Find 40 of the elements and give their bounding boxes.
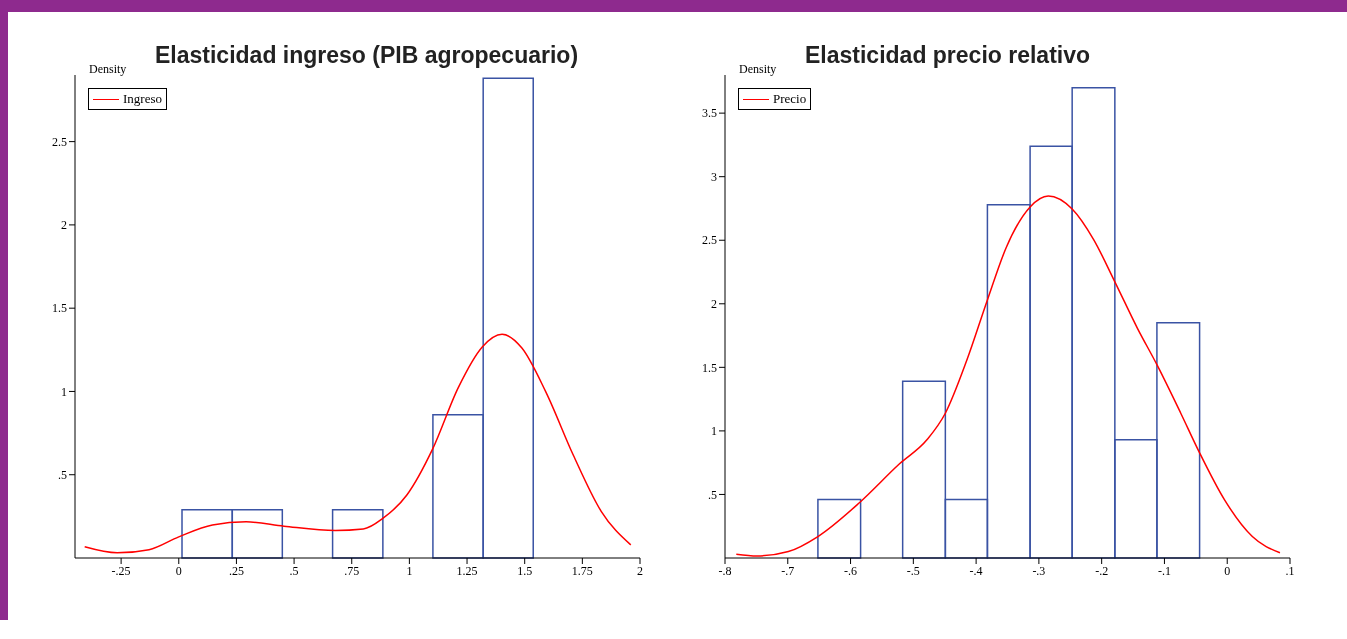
- chart-title: Elasticidad ingreso (PIB agropecuario): [155, 42, 579, 69]
- x-tick-label: -.6: [844, 563, 858, 578]
- y-tick-label: .5: [708, 487, 717, 502]
- x-tick-label: 0: [1224, 563, 1231, 578]
- x-tick-label: -.1: [1157, 563, 1171, 578]
- y-tick-label: 1.5: [702, 360, 717, 375]
- legend-label: Precio: [773, 91, 807, 107]
- x-tick-label: -.2: [1095, 563, 1109, 578]
- x-tick-label: -.8: [718, 563, 732, 578]
- line-series: [83, 333, 632, 554]
- x-tick-label: -.7: [781, 563, 795, 578]
- legend-label: Ingreso: [123, 91, 162, 107]
- y-axis-title: Density: [739, 62, 777, 77]
- y-tick-label: 2: [61, 218, 67, 233]
- y-tick-label: 2: [711, 297, 717, 312]
- x-tick-label: 1.25: [456, 563, 478, 578]
- x-tick-label: -.4: [969, 563, 983, 578]
- y-tick-label: 1.5: [52, 301, 67, 316]
- y-tick-label: 3.5: [702, 106, 717, 121]
- x-tick-label: .25: [228, 563, 244, 578]
- chart-title: Elasticidad precio relativo: [805, 42, 1091, 69]
- x-tick-label: .75: [344, 563, 360, 578]
- x-tick-label: 2: [637, 563, 643, 578]
- y-axis-title: Density: [89, 62, 127, 77]
- line-series: [735, 195, 1281, 557]
- x-tick-label: .5: [289, 563, 299, 578]
- x-tick-label: .1: [1285, 563, 1295, 578]
- x-tick-label: -.5: [906, 563, 920, 578]
- y-tick-label: 1: [61, 384, 67, 399]
- y-tick-label: 3: [711, 169, 717, 184]
- x-tick-label: -.3: [1032, 563, 1046, 578]
- y-tick-label: 2.5: [52, 134, 67, 149]
- y-tick-label: 2.5: [702, 233, 717, 248]
- x-tick-label: -.25: [111, 563, 131, 578]
- y-tick-label: .5: [58, 467, 67, 482]
- x-tick-label: 0: [175, 563, 182, 578]
- y-tick-label: 1: [711, 424, 717, 439]
- x-tick-label: 1: [406, 563, 413, 578]
- x-tick-label: 1.75: [571, 563, 593, 578]
- x-tick-label: 1.5: [517, 563, 533, 578]
